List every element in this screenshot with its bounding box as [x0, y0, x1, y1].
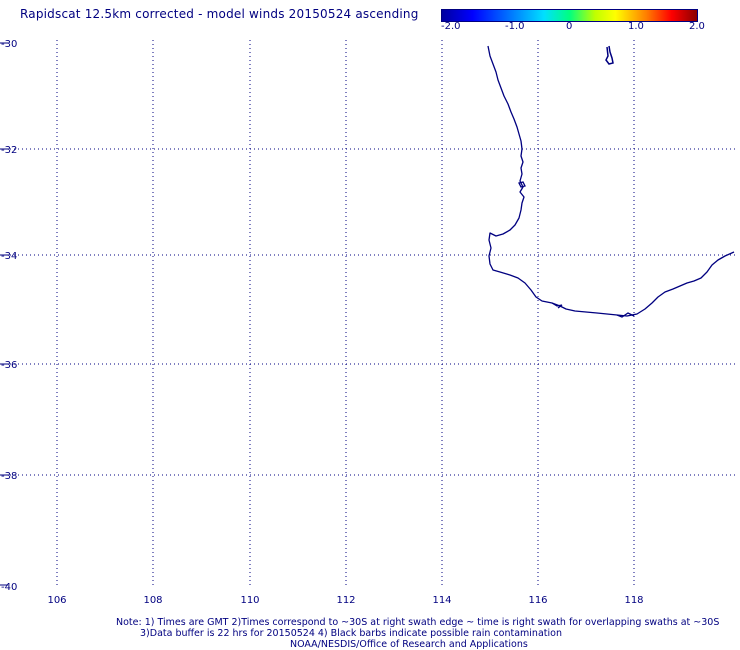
colorbar-label-min: -2.0 — [441, 21, 461, 32]
colorbar-label-max: 2.0 — [689, 21, 705, 32]
lon-label-114: 114 — [432, 595, 451, 606]
colorbar-label-neg1: -1.0 — [505, 21, 525, 32]
lat-label-38: -38 — [1, 471, 17, 482]
wind-colorbar — [441, 9, 698, 22]
colorbar-label-pos1: 1.0 — [628, 21, 644, 32]
footer-note-line1: Note: 1) Times are GMT 2)Times correspon… — [116, 617, 720, 628]
rottnest-island — [518, 181, 526, 188]
lat-label-34: -34 — [1, 251, 17, 262]
longitude-gridlines — [56, 40, 635, 586]
colorbar-label-zero: 0 — [566, 21, 573, 32]
footer-credit: NOAA/NESDIS/Office of Research and Appli… — [290, 639, 528, 650]
lon-label-112: 112 — [336, 595, 355, 606]
lat-label-30: -30 — [1, 39, 17, 50]
lon-label-116: 116 — [528, 595, 547, 606]
coastline-inlet — [551, 302, 635, 318]
lat-label-32: -32 — [1, 145, 17, 156]
lon-label-118: 118 — [624, 595, 643, 606]
lat-label-36: -36 — [1, 360, 17, 371]
coastline — [487, 45, 735, 317]
left-axis-ticks — [0, 42, 8, 586]
island-north-east — [605, 45, 614, 65]
latitude-gridlines — [10, 148, 735, 476]
lon-label-110: 110 — [240, 595, 259, 606]
lon-label-106: 106 — [47, 595, 66, 606]
lat-label-40: -40 — [1, 582, 17, 593]
footer-note-line2: 3)Data buffer is 22 hrs for 20150524 4) … — [140, 628, 562, 639]
map-title: Rapidscat 12.5km corrected - model winds… — [20, 7, 419, 21]
lon-label-108: 108 — [143, 595, 162, 606]
